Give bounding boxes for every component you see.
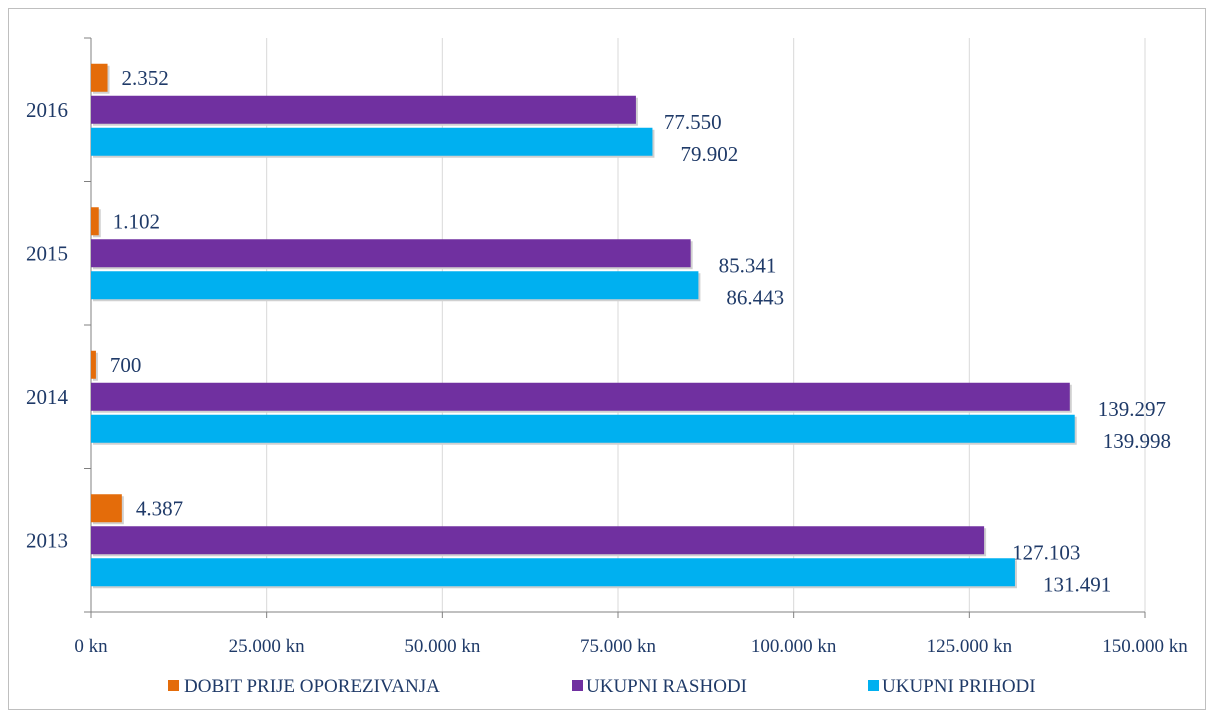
data-label: 2.352	[122, 66, 169, 90]
x-tick-label: 150.000 kn	[1102, 636, 1188, 657]
x-tick-label: 0 kn	[74, 636, 108, 657]
data-label: 700	[110, 353, 142, 377]
y-category-label: 2013	[26, 528, 68, 552]
bar	[91, 350, 96, 379]
bar	[91, 207, 99, 236]
bar	[91, 63, 108, 92]
data-label: 79.902	[680, 142, 738, 166]
legend-swatch	[168, 680, 179, 691]
bar	[91, 271, 699, 300]
data-label: 86.443	[726, 285, 784, 309]
legend-label: DOBIT PRIJE OPOREZIVANJA	[184, 676, 440, 697]
data-label: 85.341	[719, 253, 777, 277]
bar	[91, 95, 636, 124]
legend-swatch	[868, 680, 879, 691]
x-tick-label: 50.000 kn	[404, 636, 481, 657]
y-category-label: 2016	[26, 98, 68, 122]
data-label: 139.998	[1103, 429, 1171, 453]
y-category-label: 2014	[26, 385, 69, 409]
legend-label: UKUPNI RASHODI	[586, 676, 747, 697]
legend-swatch	[572, 680, 583, 691]
data-label: 1.102	[113, 209, 160, 233]
bar	[91, 127, 653, 156]
bar	[91, 382, 1070, 411]
y-category-label: 2015	[26, 241, 68, 265]
bar	[91, 494, 122, 523]
data-label: 139.297	[1098, 397, 1166, 421]
legend-label: UKUPNI PRIHODI	[882, 676, 1036, 697]
data-label: 77.550	[664, 110, 722, 134]
bar	[91, 526, 985, 555]
x-tick-label: 100.000 kn	[751, 636, 837, 657]
data-label: 4.387	[136, 496, 183, 520]
data-label: 127.103	[1012, 540, 1080, 564]
bar	[91, 558, 1015, 587]
data-label: 131.491	[1043, 572, 1111, 596]
x-tick-label: 25.000 kn	[229, 636, 306, 657]
bar	[91, 414, 1075, 443]
x-tick-label: 75.000 kn	[580, 636, 657, 657]
x-tick-label: 125.000 kn	[927, 636, 1013, 657]
bar	[91, 239, 691, 268]
